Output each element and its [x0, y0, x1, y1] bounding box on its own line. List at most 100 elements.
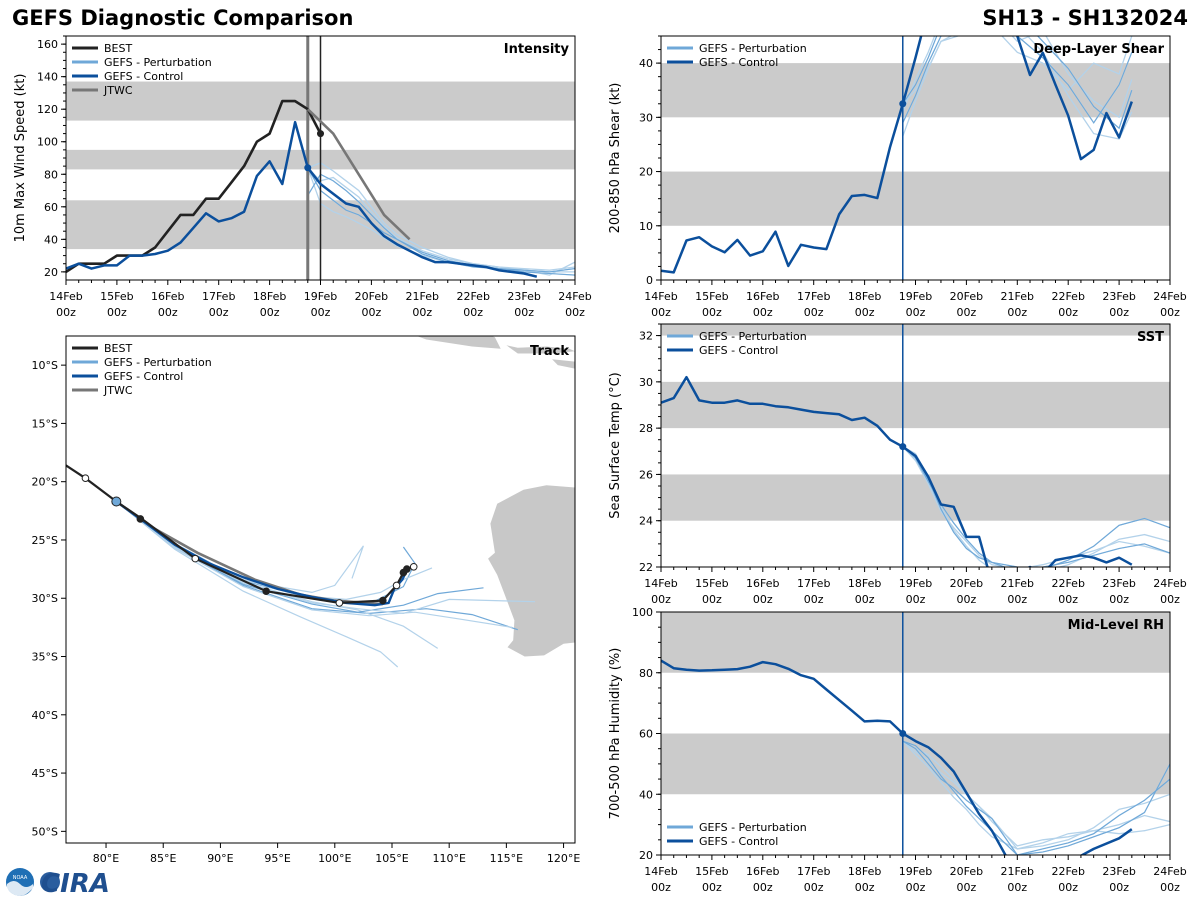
track-position-marker — [136, 515, 145, 523]
x-tick-label: 95°E — [264, 852, 290, 865]
best-current-marker — [317, 130, 324, 138]
x-tick-label: 20Feb — [355, 290, 388, 303]
y-tick-label: 100 — [37, 136, 58, 149]
y-tick-label: 20°S — [32, 476, 58, 489]
perturbation-line — [902, 740, 1170, 847]
init-marker — [304, 164, 312, 172]
legend-label: GEFS - Perturbation — [699, 330, 807, 343]
x-tick-label: 18Feb — [848, 290, 881, 303]
perturbation-track — [115, 501, 536, 615]
x-tick-sublabel: 00z — [651, 881, 671, 894]
y-tick-label: 80 — [44, 168, 58, 181]
australia-landmass — [488, 485, 575, 657]
track-map-area — [66, 336, 575, 668]
x-tick-label: 21Feb — [1001, 865, 1034, 878]
track-position-marker — [379, 596, 387, 605]
x-tick-label: 19Feb — [899, 865, 932, 878]
x-tick-sublabel: 00z — [209, 306, 229, 319]
x-tick-label: 14Feb — [49, 290, 82, 303]
x-tick-label: 14Feb — [644, 290, 677, 303]
x-tick-label: 20Feb — [950, 577, 983, 590]
cira-wordmark: CIRA — [41, 869, 110, 898]
x-tick-label: 22Feb — [456, 290, 489, 303]
x-tick-label: 16Feb — [746, 865, 779, 878]
y-tick-label: 100 — [632, 606, 653, 619]
x-tick-sublabel: 00z — [107, 306, 127, 319]
panel-title: Track — [530, 344, 569, 359]
track-position-marker — [409, 562, 418, 571]
perturbation-line — [902, 446, 1170, 567]
panel-title: SST — [1137, 330, 1164, 345]
perturbation-line — [902, 446, 1170, 567]
x-tick-label: 24Feb — [1153, 290, 1186, 303]
threshold-band — [661, 381, 1170, 429]
x-tick-sublabel: 00z — [804, 881, 824, 894]
lesser-sunda-landmass — [506, 345, 575, 354]
y-tick-label: 24 — [639, 515, 653, 528]
x-tick-label: 105°E — [375, 852, 408, 865]
x-tick-label: 16Feb — [151, 290, 184, 303]
cira-logo: NOAA CIRA — [6, 868, 110, 898]
track-panel: 80°E 85°E 90°E 95°E 100°E 105°E 110°E 115°E 120°… — [32, 335, 580, 865]
x-tick-label: 80°E — [93, 852, 119, 865]
y-tick-label: 20 — [639, 849, 653, 862]
y-tick-label: 30 — [639, 376, 653, 389]
x-tick-sublabel: 00z — [855, 593, 875, 606]
x-tick-sublabel: 00z — [702, 306, 722, 319]
x-tick-sublabel: 00z — [412, 306, 432, 319]
x-tick-label: 14Feb — [644, 865, 677, 878]
x-tick-label: 19Feb — [899, 577, 932, 590]
perturbation-line — [902, 36, 1133, 140]
x-tick-sublabel: 00z — [1160, 881, 1180, 894]
y-tick-label: 60 — [639, 728, 653, 741]
x-tick-label: 18Feb — [848, 577, 881, 590]
x-tick-sublabel: 00z — [1109, 593, 1129, 606]
x-tick-sublabel: 00z — [1007, 881, 1027, 894]
series-line — [306, 108, 411, 241]
x-tick-label: 14Feb — [644, 577, 677, 590]
x-tick-sublabel: 00z — [906, 306, 926, 319]
x-tick-label: 15Feb — [100, 290, 133, 303]
track-position-marker — [403, 565, 411, 573]
x-tick-label: 17Feb — [797, 577, 830, 590]
axes-frame — [660, 323, 1171, 568]
x-tick-sublabel: 00z — [260, 306, 280, 319]
globe-icon — [40, 872, 60, 892]
legend-label: GEFS - Control — [104, 370, 183, 383]
x-tick-sublabel: 00z — [1109, 881, 1129, 894]
perturbation-line — [902, 36, 1133, 124]
x-tick-label: 17Feb — [797, 290, 830, 303]
threshold-band — [661, 171, 1170, 226]
x-tick-label: 17Feb — [202, 290, 235, 303]
perturbation-track — [115, 501, 439, 649]
x-tick-label: 100°E — [318, 852, 351, 865]
perturbation-track — [115, 501, 513, 628]
intensity-panel: 14Feb 00z 15Feb 00z 16Feb 00z 17Feb 00z 18Feb 00z… — [13, 35, 592, 319]
x-tick-sublabel: 00z — [651, 593, 671, 606]
series-line — [661, 36, 1133, 274]
y-tick-label: 40°S — [32, 709, 58, 722]
y-tick-label: 140 — [37, 71, 58, 84]
x-tick-sublabel: 00z — [957, 881, 977, 894]
threshold-band — [661, 733, 1170, 795]
y-tick-label: 28 — [639, 422, 653, 435]
java-landmass — [416, 336, 501, 349]
panel-title: Intensity — [504, 42, 570, 57]
x-tick-label: 120°E — [547, 852, 580, 865]
x-tick-label: 115°E — [490, 852, 523, 865]
x-tick-sublabel: 00z — [362, 306, 382, 319]
perturbation-line — [902, 36, 1133, 130]
y-axis-label: 200-850 hPa Shear (kt) — [608, 83, 623, 234]
legend-label: GEFS - Perturbation — [699, 821, 807, 834]
y-tick-label: 10 — [639, 220, 653, 233]
shear-plot-area — [661, 36, 1170, 280]
x-tick-label: 20Feb — [950, 865, 983, 878]
y-tick-label: 45°S — [32, 767, 58, 780]
perturbation-line — [307, 167, 575, 273]
shear-panel: 14Feb 00z 15Feb 00z 16Feb 00z 17Feb 00z 18Feb 00z… — [608, 35, 1187, 319]
legend-label: JTWC — [103, 384, 133, 397]
y-axis-label: Sea Surface Temp (°C) — [608, 372, 623, 519]
sumba-landmass — [552, 359, 575, 369]
panel-title: Deep-Layer Shear — [1033, 42, 1164, 57]
rh-plot-area — [661, 612, 1170, 855]
